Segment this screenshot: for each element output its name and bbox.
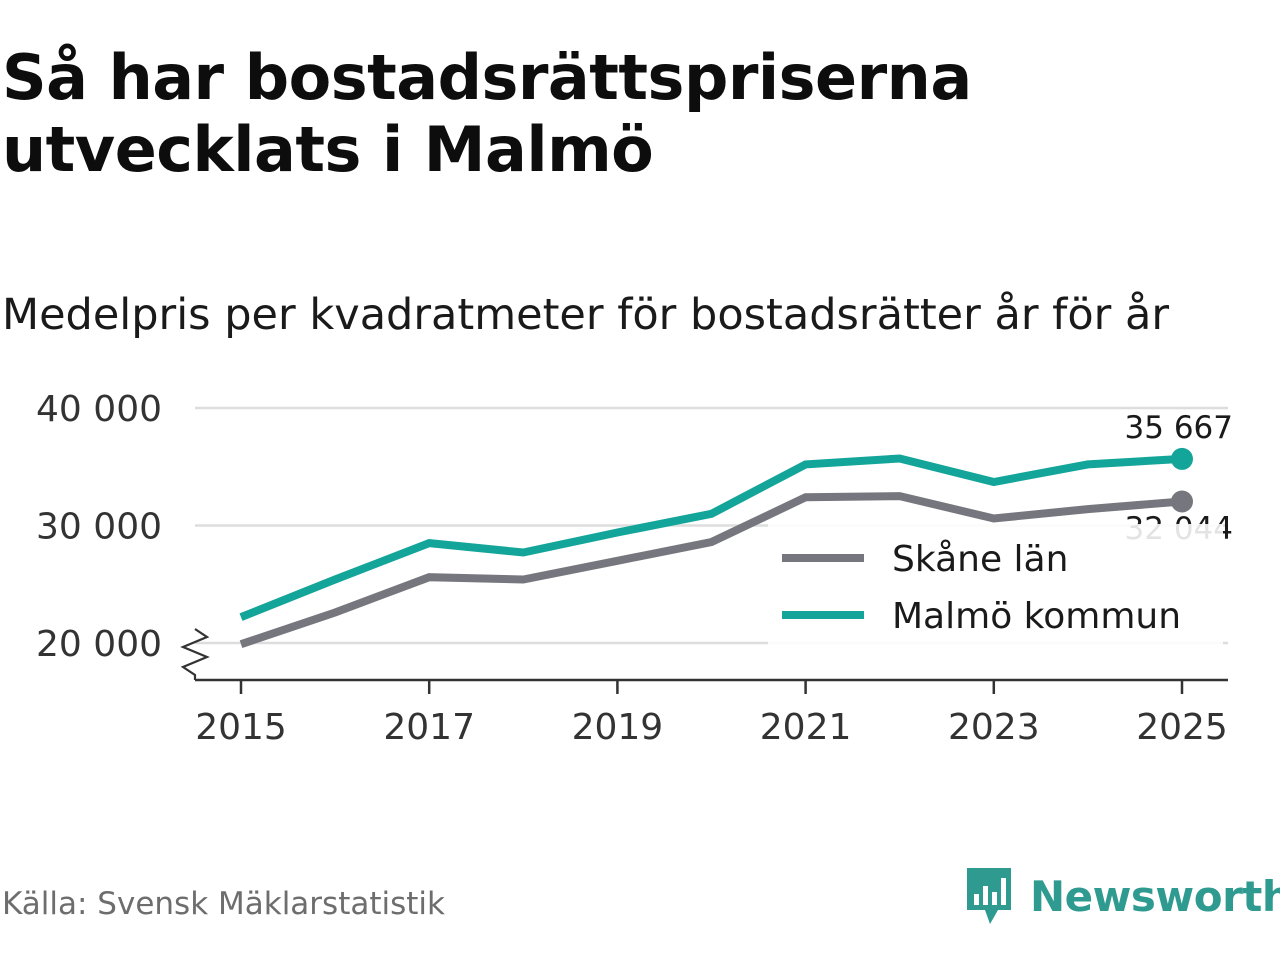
x-tick-label: 2019 [572,707,664,748]
newsworthy-logo[interactable]: Newsworthy [964,866,1280,926]
brand-name: Newsworthy [1030,871,1280,921]
end-point-malmo [1171,447,1193,470]
x-tick-label: 2021 [760,707,852,748]
source-note: Källa: Svensk Mäklarstatistik [2,886,445,922]
newsworthy-chart-icon [967,868,1011,924]
x-tick-label: 2015 [195,707,287,748]
y-tick-label: 40 000 [36,389,162,430]
legend: Skåne län Malmö kommun [768,524,1223,646]
end-label-malmo: 35 667 [1125,410,1233,446]
legend-label-malmo: Malmö kommun [892,596,1181,637]
x-tick-label: 2017 [383,707,475,748]
y-tick-label: 20 000 [36,624,162,665]
legend-label-skane: Skåne län [892,539,1068,580]
series-line-malmo [239,454,1183,621]
end-point-skane [1171,490,1193,513]
legend-background [768,524,1223,646]
series-line-skane [239,492,1183,648]
x-tick-label: 2025 [1136,707,1228,748]
chart-subtitle: Medelpris per kvadratmeter för bostadsrä… [2,290,1170,340]
x-tick-label: 2023 [948,707,1040,748]
axes: 20 000 30 000 40 000 2015 2017 2019 2021 2023 20… [36,389,1228,748]
series-lines [239,447,1193,648]
y-tick-label: 30 000 [36,507,162,548]
axis-break-icon [180,628,210,680]
chart-title: Så har bostadsrättspriserna utvecklats i… [2,41,972,186]
